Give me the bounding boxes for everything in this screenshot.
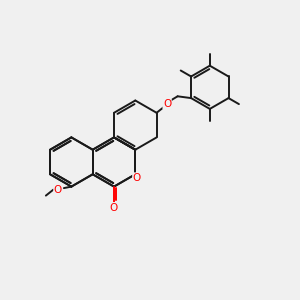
Text: O: O [133,173,141,183]
Text: O: O [54,184,62,195]
Text: O: O [110,202,118,213]
Text: O: O [163,99,171,109]
